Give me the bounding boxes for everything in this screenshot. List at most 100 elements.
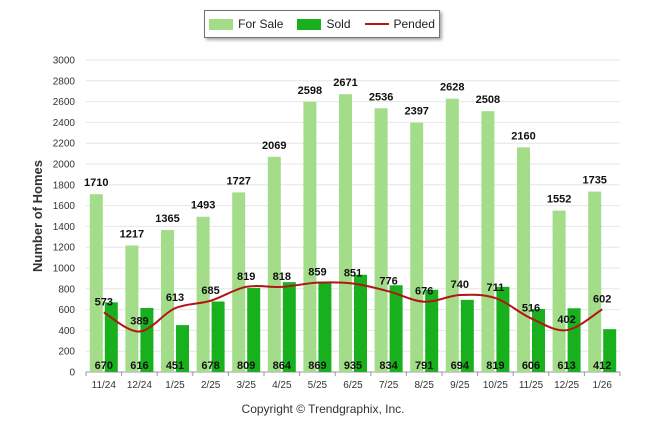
for-sale-bar [232, 192, 246, 372]
y-tick-label: 2600 [53, 97, 76, 108]
for-sale-value-label: 1552 [547, 194, 571, 206]
for-sale-value-label: 2160 [511, 130, 535, 142]
sold-value-label: 834 [379, 360, 398, 372]
data-labels: 1710 670 573 1217 616 389 1365 451 613 1493 678 685… [84, 77, 611, 372]
sold-bar [282, 282, 296, 372]
y-tick-label: 2800 [53, 76, 76, 87]
y-tick-label: 1400 [53, 222, 76, 233]
legend-label-pended: Pended [393, 17, 435, 31]
x-tick-label: 9/25 [450, 380, 470, 391]
pended-value-label: 740 [451, 279, 469, 291]
for-sale-bar [410, 122, 424, 372]
for-sale-value-label: 1735 [582, 175, 606, 187]
for-sale-bar [517, 147, 530, 372]
y-tick-label: 600 [58, 305, 75, 316]
sold-bar [354, 274, 367, 372]
sold-value-label: 613 [557, 360, 575, 372]
pended-swatch [364, 23, 389, 25]
y-axis-title: Number of Homes [30, 160, 45, 272]
for-sale-value-label: 1217 [120, 228, 144, 240]
sold-value-label: 451 [166, 360, 184, 372]
y-tick-label: 2200 [53, 139, 76, 150]
legend: For Sale Sold Pended [204, 10, 440, 38]
sold-value-label: 809 [237, 360, 255, 372]
pended-value-label: 859 [308, 267, 326, 279]
sold-value-label: 694 [451, 360, 470, 372]
y-tick-label: 400 [58, 326, 75, 337]
for-sale-bar [303, 101, 317, 373]
y-tick-label: 200 [58, 347, 75, 358]
sold-value-label: 791 [415, 360, 433, 372]
y-tick-label: 3000 [53, 56, 76, 67]
legend-item-for-sale[interactable]: For Sale [209, 17, 283, 31]
pended-value-label: 573 [95, 296, 113, 308]
for-sale-bar [196, 216, 210, 372]
bars [89, 94, 617, 373]
x-tick-label: 12/25 [554, 380, 579, 391]
sold-value-label: 412 [593, 360, 611, 372]
for-sale-bar [481, 111, 495, 372]
sold-value-label: 864 [273, 360, 292, 372]
sold-bar [567, 308, 581, 372]
sold-bar [318, 281, 332, 372]
pended-value-label: 818 [273, 271, 291, 283]
for-sale-bar [445, 98, 459, 373]
for-sale-value-label: 1727 [226, 175, 250, 187]
for-sale-value-label: 2508 [476, 94, 500, 106]
x-tick-label: 5/25 [308, 380, 328, 391]
sold-bar [603, 329, 617, 372]
sold-bar [532, 308, 545, 372]
x-tick-label: 1/26 [592, 380, 612, 391]
for-sale-value-label: 1493 [191, 200, 215, 212]
pended-value-label: 389 [130, 316, 148, 328]
pended-value-label: 613 [166, 292, 184, 304]
y-tick-label: 800 [58, 284, 75, 295]
sold-bar [140, 307, 154, 372]
pended-line [103, 281, 603, 333]
y-tick-label: 1600 [53, 201, 76, 212]
x-tick-label: 8/25 [414, 380, 434, 391]
sold-value-label: 819 [486, 360, 504, 372]
for-sale-value-label: 2598 [298, 85, 322, 97]
pended-value-label: 516 [522, 302, 540, 314]
pended-value-label: 685 [201, 285, 219, 297]
sold-value-label: 869 [308, 360, 326, 372]
for-sale-bar [89, 194, 103, 372]
gridlines [86, 59, 620, 373]
legend-item-pended[interactable]: Pended [364, 17, 435, 31]
sold-bar [425, 289, 439, 372]
for-sale-bar [374, 108, 388, 373]
x-tick-label: 7/25 [379, 380, 399, 391]
for-sale-bar [339, 94, 352, 372]
sold-value-label: 670 [95, 360, 113, 372]
y-tick-label: 2400 [53, 118, 76, 129]
sold-bar [247, 287, 261, 372]
for-sale-bar [125, 245, 139, 372]
y-tick-label: 1800 [53, 180, 76, 191]
for-sale-bar [267, 156, 281, 372]
for-sale-swatch [209, 18, 234, 30]
sold-bar [496, 286, 510, 372]
for-sale-bar [588, 191, 602, 372]
legend-item-sold[interactable]: Sold [297, 17, 351, 31]
for-sale-value-label: 1365 [155, 213, 179, 225]
for-sale-value-label: 2628 [440, 82, 464, 94]
pended-value-label: 676 [415, 286, 433, 298]
x-tick-label: 2/25 [201, 380, 221, 391]
sold-swatch [297, 18, 322, 30]
y-axis-ticks: 0 200 400 600 800 1000 1200 1400 1600 1800 2000 220… [53, 56, 76, 379]
pended-value-label: 851 [344, 267, 362, 279]
legend-label-for-sale: For Sale [238, 17, 284, 31]
pended-value-label: 776 [379, 275, 397, 287]
x-tick-label: 3/25 [236, 380, 256, 391]
x-tick-label: 10/25 [483, 380, 508, 391]
sold-bar [460, 299, 474, 372]
y-tick-label: 2000 [53, 160, 76, 171]
sold-value-label: 606 [522, 360, 540, 372]
x-tick-label: 4/25 [272, 380, 292, 391]
x-axis-ticks: 11/24 12/24 1/25 2/25 3/25 4/25 5/25 6/25 7/25 8/… [85, 372, 621, 391]
for-sale-value-label: 2536 [369, 91, 393, 103]
sold-bar [211, 301, 225, 372]
for-sale-bar [552, 210, 566, 372]
for-sale-value-label: 2671 [333, 77, 357, 89]
